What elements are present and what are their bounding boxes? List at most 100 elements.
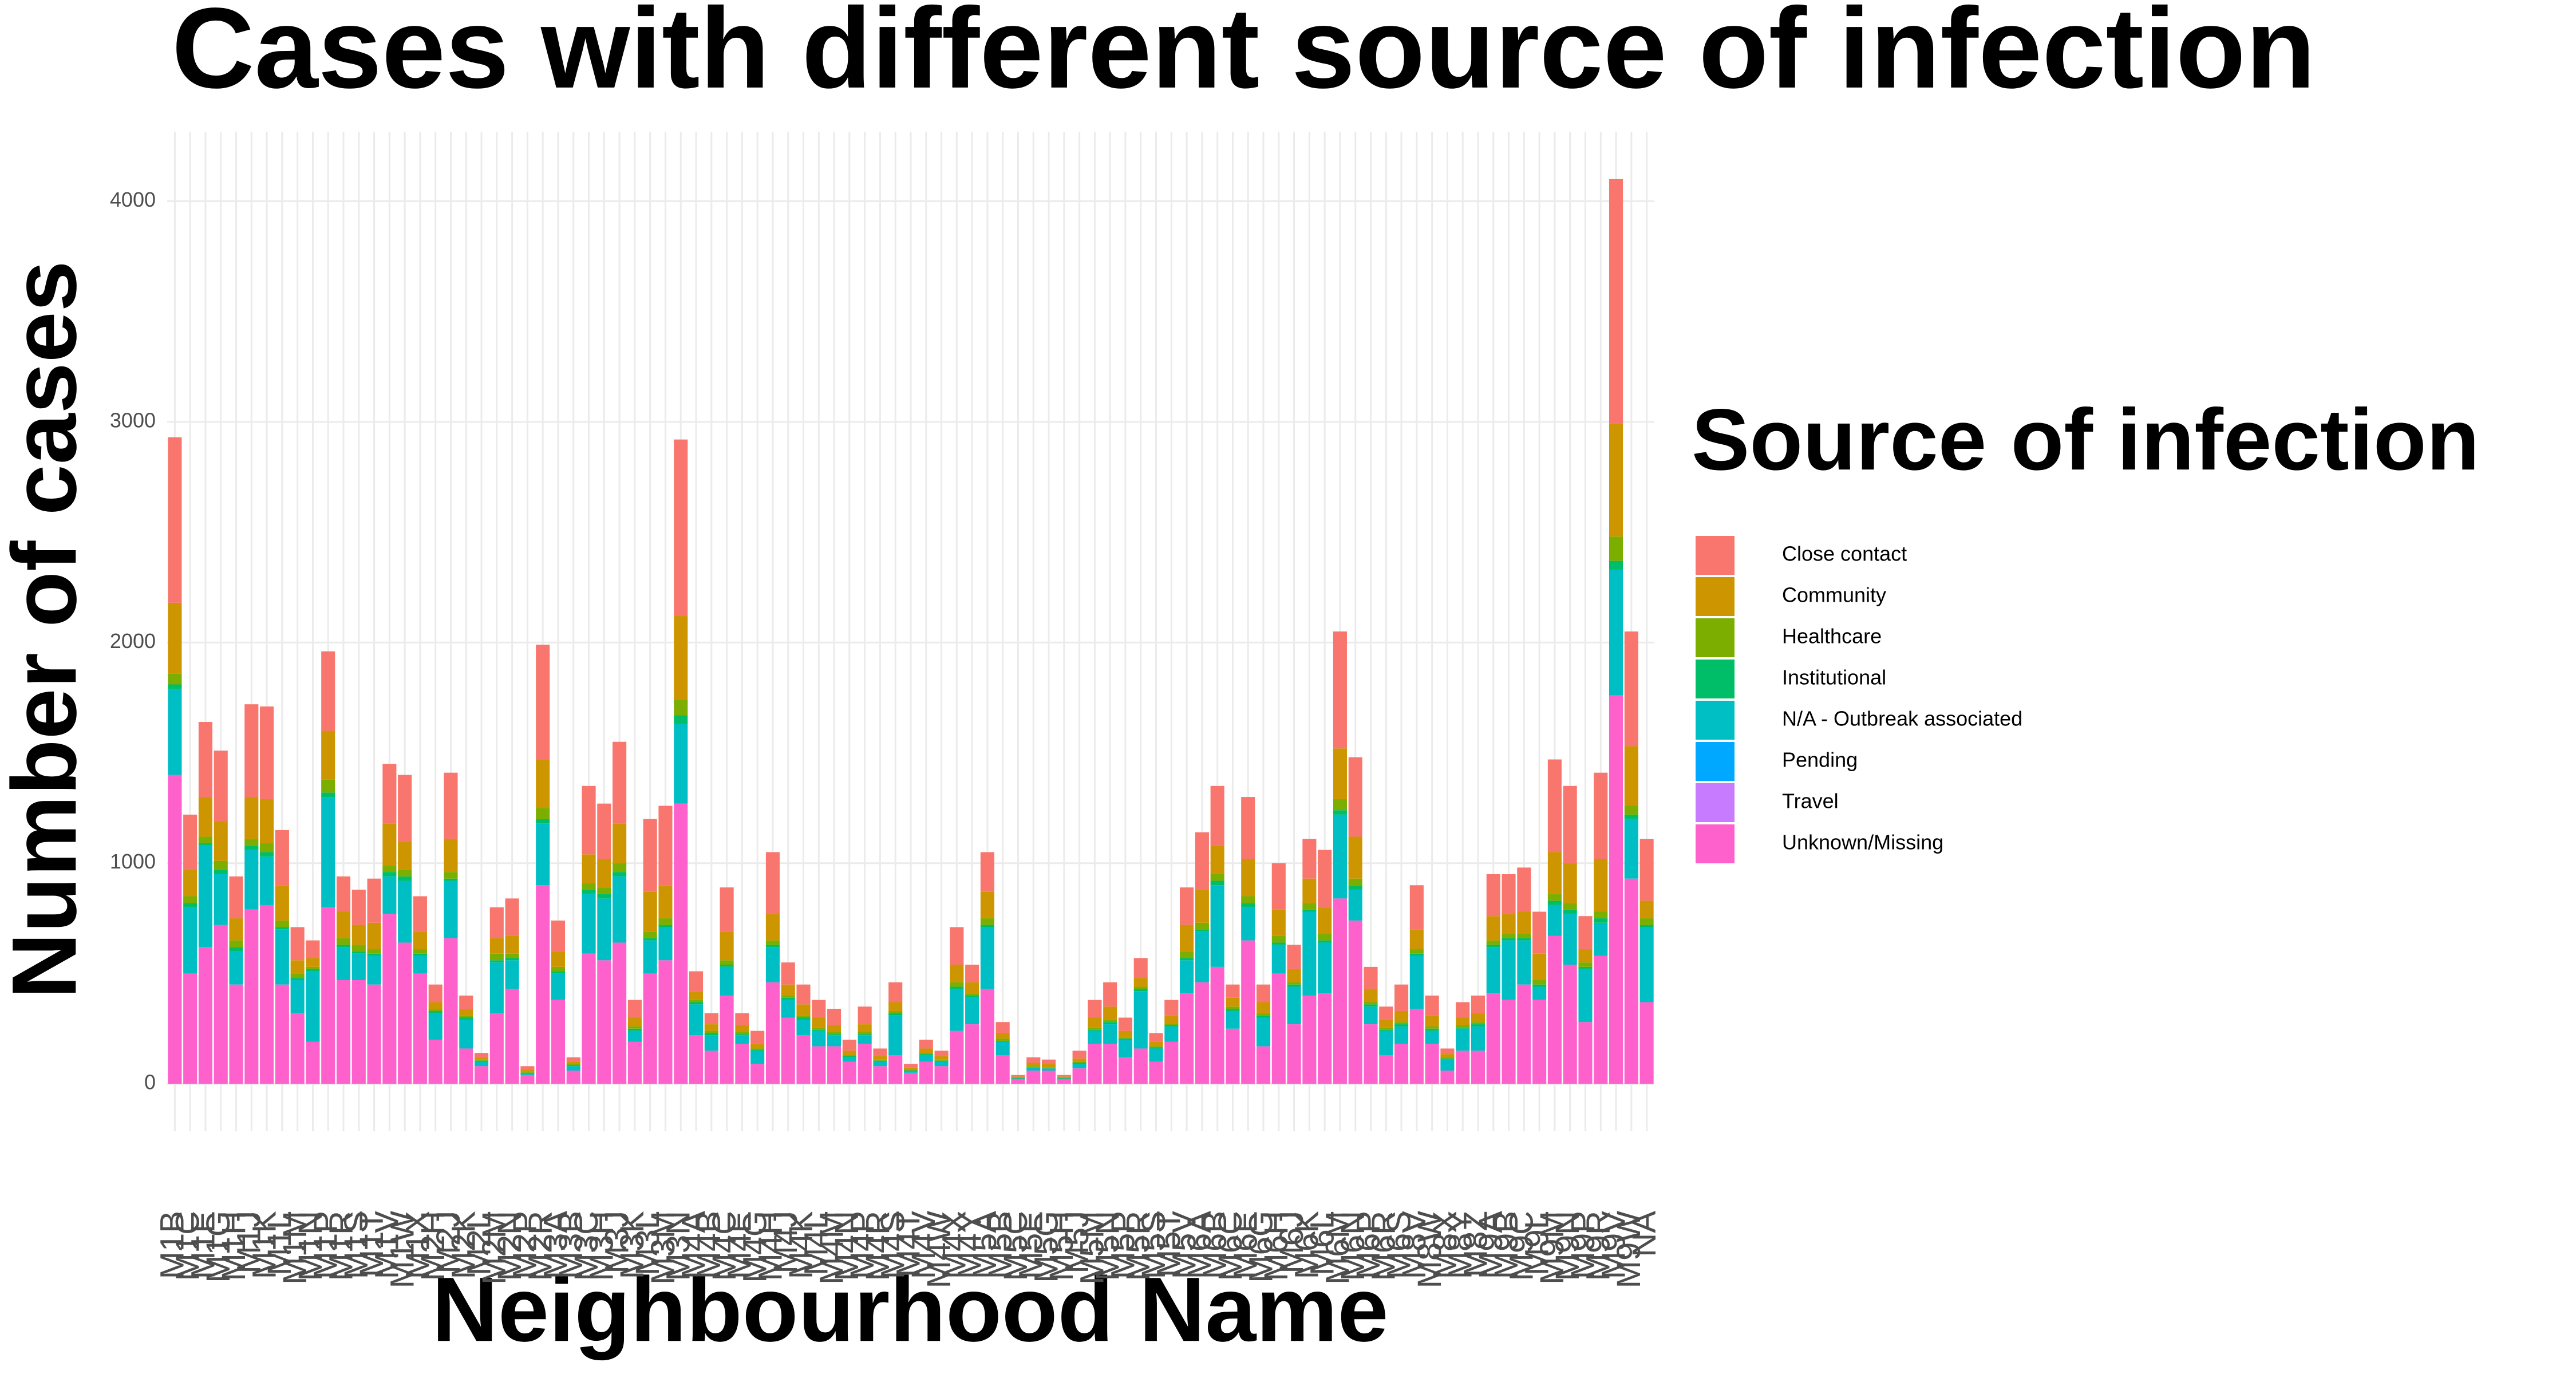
bar-segment	[1149, 1047, 1163, 1049]
x-tick-label: M2M	[476, 1211, 513, 1285]
bar-segment	[674, 616, 688, 700]
bar-segment	[1639, 901, 1654, 919]
x-tick-label: M5B	[982, 1211, 1019, 1279]
bar-segment	[658, 806, 673, 886]
bar-segment	[1026, 1063, 1041, 1067]
bar-segment	[842, 1061, 856, 1084]
x-tick-label: M4V	[905, 1211, 942, 1280]
x-tick-label: M4K	[783, 1211, 820, 1280]
bar-segment	[597, 894, 611, 899]
bar-segment	[1210, 966, 1224, 1084]
legend-label: Unknown/Missing	[1782, 831, 1943, 854]
bar-segment	[1578, 949, 1593, 963]
bar-segment	[1502, 934, 1516, 938]
legend-label: Healthcare	[1782, 625, 1882, 648]
bar-segment	[1072, 1058, 1086, 1062]
bar-segment	[689, 1000, 704, 1002]
bar-segment	[674, 803, 688, 1084]
bar-segment	[505, 935, 519, 954]
bar-segment	[290, 927, 305, 961]
bar-segment	[382, 764, 397, 824]
x-tick-label: M9B	[1488, 1211, 1525, 1279]
bar-segment	[1088, 1027, 1102, 1030]
bar-segment	[1149, 1041, 1163, 1047]
bar-segment	[1271, 935, 1286, 943]
x-tick-label: M1P	[307, 1211, 345, 1279]
bar-segment	[903, 1064, 918, 1068]
bar-segment	[229, 947, 243, 951]
bar-segment	[1195, 982, 1209, 1084]
bar-segment	[1394, 1044, 1409, 1084]
bar-segment	[674, 700, 688, 716]
legend-swatch	[1696, 577, 1735, 616]
x-tick-label: M1R	[322, 1211, 359, 1281]
bar-segment	[1379, 1030, 1393, 1056]
bar-segment	[351, 889, 366, 925]
bar-segment	[168, 673, 182, 685]
x-tick-label: M5T	[1151, 1211, 1188, 1277]
bar-segment	[582, 953, 596, 1084]
x-tick-label: M4T	[890, 1211, 927, 1277]
bar-segment	[1011, 1077, 1025, 1079]
x-tick-label: M5M	[1074, 1211, 1111, 1285]
bar-segment	[1241, 907, 1255, 941]
bar-segment	[720, 960, 734, 965]
bar-segment	[351, 951, 366, 954]
bar-segment	[704, 1013, 718, 1025]
bar-segment	[1118, 1039, 1133, 1040]
bar-segment	[1348, 836, 1362, 879]
bar-segment	[597, 803, 611, 859]
bar-segment	[627, 1030, 642, 1042]
bar-segment	[582, 894, 596, 954]
bar-segment	[827, 1009, 841, 1025]
bar-segment	[888, 1055, 903, 1084]
bar-segment	[1011, 1076, 1025, 1078]
bar-segment	[919, 1054, 933, 1056]
bar-segment	[336, 945, 351, 947]
bar-segment	[229, 918, 243, 941]
bar-segment	[735, 1025, 749, 1032]
bar-segment	[1180, 993, 1194, 1084]
bar-segment	[735, 1044, 749, 1084]
bar-segment	[1133, 989, 1148, 992]
bar-segment	[781, 995, 795, 998]
bar-segment	[720, 966, 734, 996]
x-tick-label: M3A	[537, 1211, 574, 1280]
bar-segment	[1639, 925, 1654, 927]
bar-segment	[1440, 1071, 1455, 1084]
bar-segment	[1456, 1028, 1470, 1051]
bar-segment	[1594, 918, 1608, 923]
x-tick-label: M2K	[445, 1211, 483, 1280]
bar-segment	[1379, 1029, 1393, 1031]
bar-segment	[1624, 631, 1638, 747]
x-tick-label: M4Y	[951, 1211, 988, 1279]
bar-segment	[1394, 1022, 1409, 1025]
bar-segment	[1425, 1044, 1439, 1084]
bar-segment	[995, 1033, 1010, 1039]
bar-segment	[1532, 1000, 1547, 1084]
x-tick-label: M8X	[1427, 1211, 1464, 1279]
bar-segment	[750, 1030, 765, 1044]
bar-segment	[1379, 1020, 1393, 1028]
bar-segment	[1547, 894, 1562, 901]
bar-segment	[903, 1067, 918, 1070]
bar-segment	[1502, 938, 1516, 941]
bar-segment	[260, 843, 274, 852]
bar-segment	[1594, 956, 1608, 1084]
bar-segment	[183, 903, 197, 907]
bar-segment	[260, 706, 274, 799]
bar-segment	[965, 993, 979, 996]
bar-segment	[336, 876, 351, 912]
x-tick-label: M1J	[231, 1211, 268, 1274]
bar-segment	[413, 896, 427, 932]
bar-segment	[1471, 1024, 1485, 1026]
bar-segment	[1011, 1075, 1025, 1077]
bar-segment	[1226, 997, 1240, 1007]
x-tick-label: M1L	[261, 1211, 298, 1276]
bar-segment	[1041, 1059, 1056, 1064]
x-tick-label: M5E	[1013, 1211, 1050, 1279]
x-tick-label: M6J	[1273, 1211, 1310, 1274]
x-tick-label: M1V	[369, 1211, 406, 1280]
bar-segment	[183, 973, 197, 1084]
bar-segment	[1517, 940, 1531, 985]
